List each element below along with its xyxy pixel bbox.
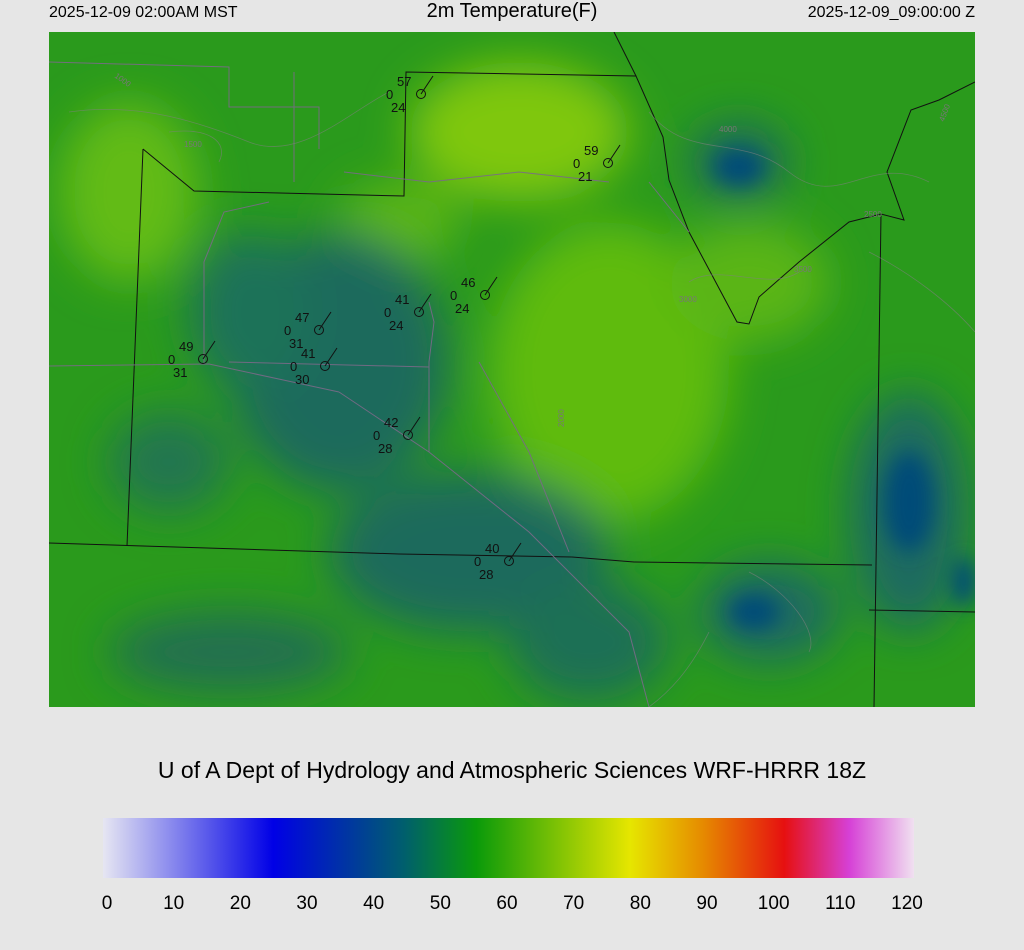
wind-barb <box>318 311 332 331</box>
wind-barb <box>508 542 522 562</box>
wind-barb <box>420 75 434 95</box>
station-plot: 41 024 <box>384 292 432 333</box>
colorbar-tick-label: 100 <box>757 893 790 914</box>
station-temperature: 41 <box>395 292 409 307</box>
station-plot: 59 021 <box>573 143 621 184</box>
station-temperature: 42 <box>384 415 398 430</box>
colorbar-tick-label: 10 <box>163 893 185 914</box>
station-dewpoint: 21 <box>578 169 592 184</box>
station-dewpoint: 31 <box>289 336 303 351</box>
station-temperature: 40 <box>485 541 499 556</box>
colorbar-tick-label: 110 <box>825 893 856 914</box>
station-plot: 47 031 <box>284 310 332 351</box>
contour-label: 1500 <box>184 140 202 149</box>
temperature-field <box>59 62 969 702</box>
station-circle <box>480 290 490 300</box>
station-dewpoint: 28 <box>378 441 392 456</box>
wind-barb <box>324 347 338 367</box>
station-dewpoint: 24 <box>455 301 469 316</box>
contour-label: 2500 <box>864 210 882 219</box>
wind-barb <box>202 340 216 360</box>
contour-label: 2000 <box>557 409 566 427</box>
station-temperature: 46 <box>461 275 475 290</box>
valid-time-utc: 2025-12-09_09:00:00 Z <box>807 4 975 21</box>
station-wind: 0 <box>284 323 291 338</box>
station-temperature: 57 <box>397 74 411 89</box>
station-circle <box>504 556 514 566</box>
station-plot: 57 024 <box>386 74 434 115</box>
wind-barb <box>407 416 421 436</box>
station-temperature: 49 <box>179 339 193 354</box>
station-plot: 49 031 <box>168 339 216 380</box>
colorbar-tick-label: 50 <box>429 893 451 914</box>
station-plot: 42 028 <box>373 415 421 456</box>
station-circle <box>314 325 324 335</box>
station-circle <box>603 158 613 168</box>
station-wind: 0 <box>450 288 457 303</box>
station-wind: 0 <box>290 359 297 374</box>
station-circle <box>320 361 330 371</box>
state-borders <box>49 32 975 707</box>
colorbar-tick-label: 90 <box>696 893 718 914</box>
map-title: 2m Temperature(F) <box>426 0 598 22</box>
station-circle <box>414 307 424 317</box>
station-circle <box>416 89 426 99</box>
colorbar-tick-label: 70 <box>563 893 585 914</box>
station-circle <box>198 354 208 364</box>
station-dewpoint: 24 <box>389 318 403 333</box>
model-credit: U of A Dept of Hydrology and Atmospheric… <box>157 757 867 783</box>
station-temperature: 47 <box>295 310 309 325</box>
station-dewpoint: 30 <box>295 372 309 387</box>
contour-label: 4000 <box>719 125 737 134</box>
colorbar-tick-label: 30 <box>296 893 318 914</box>
station-wind: 0 <box>168 352 175 367</box>
colorbar-tick-label: 20 <box>229 893 251 914</box>
colorbar <box>103 818 914 878</box>
contour-label: 3000 <box>679 295 697 304</box>
contour-label: 3500 <box>794 265 812 274</box>
station-wind: 0 <box>384 305 391 320</box>
station-dewpoint: 28 <box>479 567 493 582</box>
station-plot: 40 028 <box>474 541 522 582</box>
wind-barb <box>484 276 498 296</box>
station-plots: 5702459021460244102447031410304903142028… <box>168 74 621 582</box>
station-wind: 0 <box>573 156 580 171</box>
wind-barb <box>607 144 621 164</box>
station-wind: 0 <box>386 87 393 102</box>
temperature-map: 1000 1500 2000 2500 3000 3500 4000 4500 … <box>49 32 975 707</box>
map-canvas: 1000 1500 2000 2500 3000 3500 4000 4500 … <box>49 32 975 707</box>
colorbar-tick-label: 60 <box>496 893 518 914</box>
station-plot: 46 024 <box>450 275 498 316</box>
station-dewpoint: 31 <box>173 365 187 380</box>
colorbar-tick-label: 0 <box>101 893 113 914</box>
valid-time-local: 2025-12-09 02:00AM MST <box>49 4 238 21</box>
colorbar-tick-label: 40 <box>363 893 385 914</box>
station-temperature: 41 <box>301 346 315 361</box>
station-temperature: 59 <box>584 143 598 158</box>
station-circle <box>403 430 413 440</box>
station-plot: 41 030 <box>290 346 338 387</box>
elevation-contours <box>68 91 975 707</box>
colorbar-tick-label: 80 <box>629 893 651 914</box>
station-wind: 0 <box>373 428 380 443</box>
colorbar-tick-label: 120 <box>891 893 923 914</box>
station-dewpoint: 24 <box>391 100 405 115</box>
wind-barb <box>418 293 432 313</box>
station-wind: 0 <box>474 554 481 569</box>
